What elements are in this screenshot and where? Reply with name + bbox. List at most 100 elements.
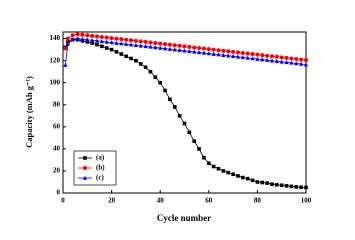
- data-point: [216, 52, 221, 57]
- data-point: [109, 47, 114, 52]
- data-point: [95, 42, 99, 47]
- data-point: [216, 166, 221, 171]
- data-point: [260, 53, 265, 58]
- y-tick-label: 0: [57, 189, 61, 197]
- data-point: [279, 55, 284, 60]
- data-point: [163, 88, 167, 93]
- data-point: [99, 39, 104, 44]
- data-point: [85, 33, 90, 38]
- data-point: [65, 36, 70, 41]
- data-point: [177, 43, 182, 48]
- data-point: [153, 75, 158, 80]
- data-point: [274, 54, 279, 59]
- data-point: [143, 44, 148, 49]
- data-point: [269, 58, 275, 63]
- data-point: [129, 38, 134, 43]
- data-point: [109, 36, 114, 41]
- data-point: [90, 33, 95, 38]
- x-tick-label: 80: [254, 197, 262, 205]
- data-point: [294, 57, 299, 62]
- data-point: [148, 40, 153, 45]
- y-tick-label: 40: [53, 144, 61, 152]
- data-point: [187, 48, 192, 54]
- plot-frame: [62, 31, 307, 194]
- data-point: [255, 180, 260, 184]
- data-point: [133, 42, 138, 48]
- data-point: [158, 41, 163, 46]
- data-point: [119, 37, 124, 42]
- data-point: [289, 60, 294, 65]
- data-point: [70, 33, 75, 38]
- data-point: [255, 52, 260, 57]
- data-point: [65, 41, 70, 46]
- data-point: [143, 65, 148, 70]
- data-point: [245, 55, 250, 60]
- data-point: [284, 55, 289, 60]
- x-tick-label: 60: [205, 197, 213, 205]
- data-point: [231, 172, 235, 177]
- data-point: [177, 114, 182, 118]
- data-point: [148, 69, 153, 74]
- data-point: [245, 51, 250, 56]
- data-point: [294, 185, 299, 189]
- data-point: [124, 41, 129, 46]
- data-point: [99, 34, 104, 39]
- data-point: [90, 41, 94, 45]
- data-point: [85, 37, 90, 42]
- data-point: [80, 32, 85, 37]
- data-point: [75, 32, 80, 37]
- data-point: [133, 38, 138, 43]
- data-point: [221, 48, 226, 53]
- data-point: [63, 62, 68, 67]
- data-point: [211, 164, 216, 169]
- data-point: [192, 139, 197, 143]
- data-point: [299, 61, 304, 66]
- x-tick-label: 20: [108, 197, 116, 205]
- data-point: [231, 53, 236, 59]
- data-point: [260, 57, 265, 62]
- data-point: [270, 182, 274, 186]
- data-point: [269, 54, 274, 59]
- data-point: [168, 97, 172, 102]
- data-point: [304, 185, 308, 190]
- data-point: [119, 41, 124, 46]
- data-point: [250, 52, 255, 57]
- data-point: [226, 49, 231, 54]
- data-point: [221, 52, 226, 57]
- data-point: [177, 47, 182, 52]
- data-point: [250, 56, 255, 61]
- data-point: [167, 46, 173, 51]
- data-point: [172, 43, 177, 48]
- data-point: [294, 61, 299, 66]
- data-point: [94, 38, 100, 43]
- data-point: [187, 44, 192, 49]
- data-point: [85, 40, 90, 44]
- data-point: [70, 37, 75, 42]
- data-point: [240, 50, 245, 55]
- data-point: [182, 48, 187, 53]
- data-point: [284, 60, 289, 65]
- data-point: [206, 51, 211, 56]
- data-point: [182, 121, 187, 126]
- data-point: [304, 58, 308, 63]
- legend-label: (c): [96, 174, 104, 182]
- data-point: [216, 48, 221, 53]
- data-point: [299, 57, 304, 62]
- data-point: [153, 45, 158, 50]
- y-tick-label: 120: [50, 56, 61, 64]
- data-point: [75, 36, 80, 41]
- data-point: [265, 53, 270, 58]
- data-point: [80, 36, 85, 41]
- data-point: [129, 56, 133, 61]
- data-point: [206, 47, 211, 52]
- y-tick-label: 20: [53, 167, 61, 175]
- x-axis-label: Cycle number: [157, 213, 211, 223]
- y-tick-label: 80: [53, 100, 61, 108]
- y-tick-label: 140: [50, 34, 61, 42]
- data-point: [299, 185, 303, 190]
- data-point: [172, 47, 177, 52]
- data-point: [109, 40, 114, 45]
- data-point: [260, 180, 265, 185]
- data-point: [95, 34, 100, 39]
